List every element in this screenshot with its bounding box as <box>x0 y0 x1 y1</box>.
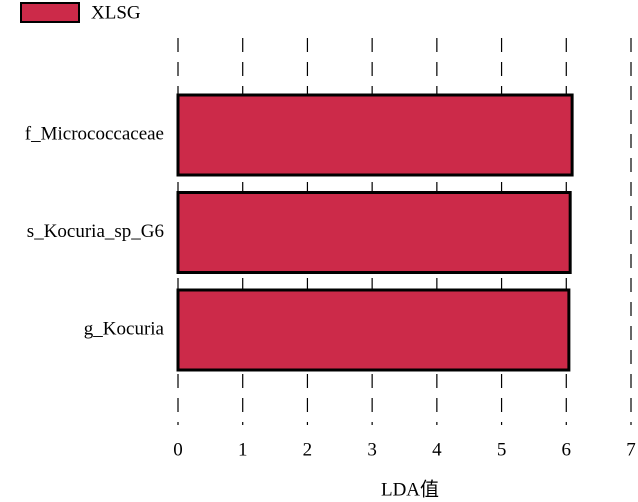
x-tick-label: 3 <box>367 439 377 460</box>
x-tick-label: 5 <box>497 439 507 460</box>
bar <box>176 288 571 372</box>
x-tick-label: 7 <box>626 439 636 460</box>
legend-label: XLSG <box>91 2 141 23</box>
y-tick-label: s_Kocuria_sp_G6 <box>27 221 164 242</box>
x-tick-label: 6 <box>562 439 572 460</box>
y-tick-label: f_Micrococcaceae <box>25 123 164 144</box>
bar <box>176 93 574 177</box>
x-tick-label: 2 <box>303 439 313 460</box>
bar <box>176 191 572 274</box>
x-tick-label: 0 <box>173 439 183 460</box>
legend-swatch <box>20 2 80 23</box>
x-tick-label: 4 <box>432 439 442 460</box>
x-axis-title: LDA值 <box>381 478 439 500</box>
y-tick-label: g_Kocuria <box>84 318 165 339</box>
x-tick-label: 1 <box>238 439 248 460</box>
